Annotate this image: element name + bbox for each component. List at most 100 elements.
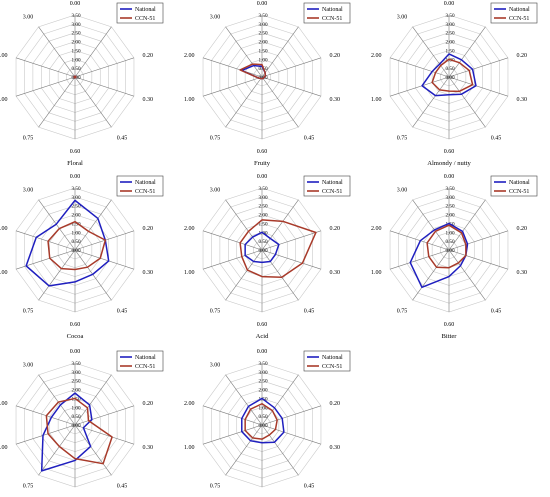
axis-label: 2.00 (184, 401, 195, 407)
radial-tick-label: 3.50 (258, 361, 267, 367)
radial-tick-label: 3.50 (71, 13, 80, 19)
legend-label: CCN-51 (322, 189, 342, 195)
axis-label: 0.30 (143, 445, 154, 451)
axis-label: 1.00 (0, 270, 7, 276)
axis-label: 0.45 (491, 135, 502, 141)
legend-label: CCN-51 (135, 189, 155, 195)
axis-label: 3.00 (23, 188, 34, 194)
radial-tick-label: 0.50 (258, 414, 267, 420)
axis-label: 0.00 (257, 349, 268, 355)
axis-label: 0.00 (444, 1, 455, 7)
series-line-national (410, 223, 467, 287)
radial-tick-label: 1.50 (71, 48, 80, 54)
axis-label: 2.00 (184, 53, 195, 59)
axis-label: 0.60 (70, 322, 81, 328)
radial-tick-label: 2.00 (258, 213, 267, 219)
chart-title: Fruity (254, 160, 271, 167)
radar-panel-3: 0.000.501.001.502.002.503.003.500.000.10… (371, 1, 537, 167)
axis-label: 3.00 (397, 15, 408, 21)
radial-tick-label: 3.00 (71, 195, 80, 201)
legend-label: CCN-51 (135, 16, 155, 22)
radial-tick-label: 1.50 (258, 48, 267, 54)
radial-tick-label: 2.50 (258, 31, 267, 37)
radial-tick-label: 2.00 (445, 40, 454, 46)
radar-panel-8: 0.000.501.001.502.002.503.003.500.000.10… (184, 349, 350, 497)
axis-label: 0.20 (330, 226, 341, 232)
axis-label: 0.60 (444, 322, 455, 328)
axis-label: 0.30 (143, 270, 154, 276)
radar-panel-7: 0.000.501.001.502.002.503.003.500.000.10… (0, 349, 163, 497)
axis-label: 0.45 (304, 308, 315, 314)
radial-tick-label: 2.00 (71, 40, 80, 46)
legend-label: National (509, 7, 530, 13)
axis-label: 0.75 (210, 135, 221, 141)
axis-label: 0.20 (517, 53, 528, 59)
chart-title: Cocoa (67, 333, 84, 340)
axis-label: 0.30 (330, 97, 341, 103)
axis-label: 0.20 (517, 226, 528, 232)
axis-label: 0.75 (23, 483, 34, 489)
radial-tick-label: 0.00 (71, 248, 80, 254)
axis-label: 0.20 (330, 401, 341, 407)
axis-label: 0.30 (330, 445, 341, 451)
radial-tick-label: 2.00 (445, 213, 454, 219)
axis-label: 0.60 (70, 149, 81, 155)
axis-label: 0.00 (70, 349, 81, 355)
radar-panel-6: 0.000.501.001.502.002.503.003.500.000.10… (371, 174, 537, 340)
radial-tick-label: 2.50 (258, 379, 267, 385)
radial-tick-label: 1.00 (71, 230, 80, 236)
axis-label: 0.75 (210, 483, 221, 489)
axis-label: 3.00 (23, 363, 34, 369)
axis-label: 0.30 (517, 97, 528, 103)
axis-label: 0.20 (143, 401, 154, 407)
axis-label: 0.30 (517, 270, 528, 276)
axis-label: 0.20 (330, 53, 341, 59)
chart-title: Acid (256, 333, 270, 340)
axis-label: 0.00 (70, 1, 81, 7)
radar-panel-2: 0.000.501.001.502.002.503.003.500.000.10… (184, 1, 350, 167)
radial-tick-label: 3.50 (71, 361, 80, 367)
axis-label: 0.00 (257, 1, 268, 7)
legend-label: CCN-51 (322, 16, 342, 22)
radial-tick-label: 2.00 (71, 388, 80, 394)
radial-tick-label: 0.50 (71, 66, 80, 72)
radial-tick-label: 3.00 (258, 370, 267, 376)
radial-tick-label: 1.00 (71, 57, 80, 63)
radar-panel-1: 0.000.501.001.502.002.503.003.500.000.10… (0, 1, 163, 167)
axis-label: 2.00 (0, 226, 7, 232)
radial-tick-label: 1.00 (258, 57, 267, 63)
legend-label: CCN-51 (135, 364, 155, 370)
axis-label: 1.00 (184, 445, 195, 451)
axis-label: 2.00 (371, 226, 382, 232)
radial-tick-label: 3.00 (445, 22, 454, 28)
radial-tick-label: 3.50 (445, 13, 454, 19)
axis-label: 1.00 (371, 97, 382, 103)
radial-tick-label: 0.00 (258, 423, 267, 429)
axis-label: 0.75 (23, 308, 34, 314)
radial-tick-label: 0.50 (258, 239, 267, 245)
radial-tick-label: 2.50 (258, 204, 267, 210)
legend-label: CCN-51 (509, 16, 529, 22)
axis-label: 0.75 (397, 308, 408, 314)
legend-label: National (135, 180, 156, 186)
radial-tick-label: 3.50 (71, 186, 80, 192)
radial-tick-label: 0.00 (445, 248, 454, 254)
radial-tick-label: 1.00 (445, 230, 454, 236)
axis-label: 0.00 (257, 174, 268, 180)
axis-label: 2.00 (371, 53, 382, 59)
axis-label: 0.60 (444, 149, 455, 155)
radial-tick-label: 0.50 (445, 66, 454, 72)
radial-tick-label: 0.00 (445, 75, 454, 81)
legend-label: National (509, 180, 530, 186)
axis-label: 0.20 (143, 53, 154, 59)
radial-tick-label: 3.50 (258, 186, 267, 192)
axis-label: 0.75 (210, 308, 221, 314)
axis-label: 1.00 (0, 97, 7, 103)
radial-tick-label: 0.00 (71, 423, 80, 429)
legend-label: National (322, 180, 343, 186)
radial-tick-label: 2.50 (445, 204, 454, 210)
axis-label: 0.20 (143, 226, 154, 232)
radial-tick-label: 2.50 (71, 31, 80, 37)
series-line-ccn51 (48, 222, 105, 270)
axis-label: 2.00 (0, 53, 7, 59)
